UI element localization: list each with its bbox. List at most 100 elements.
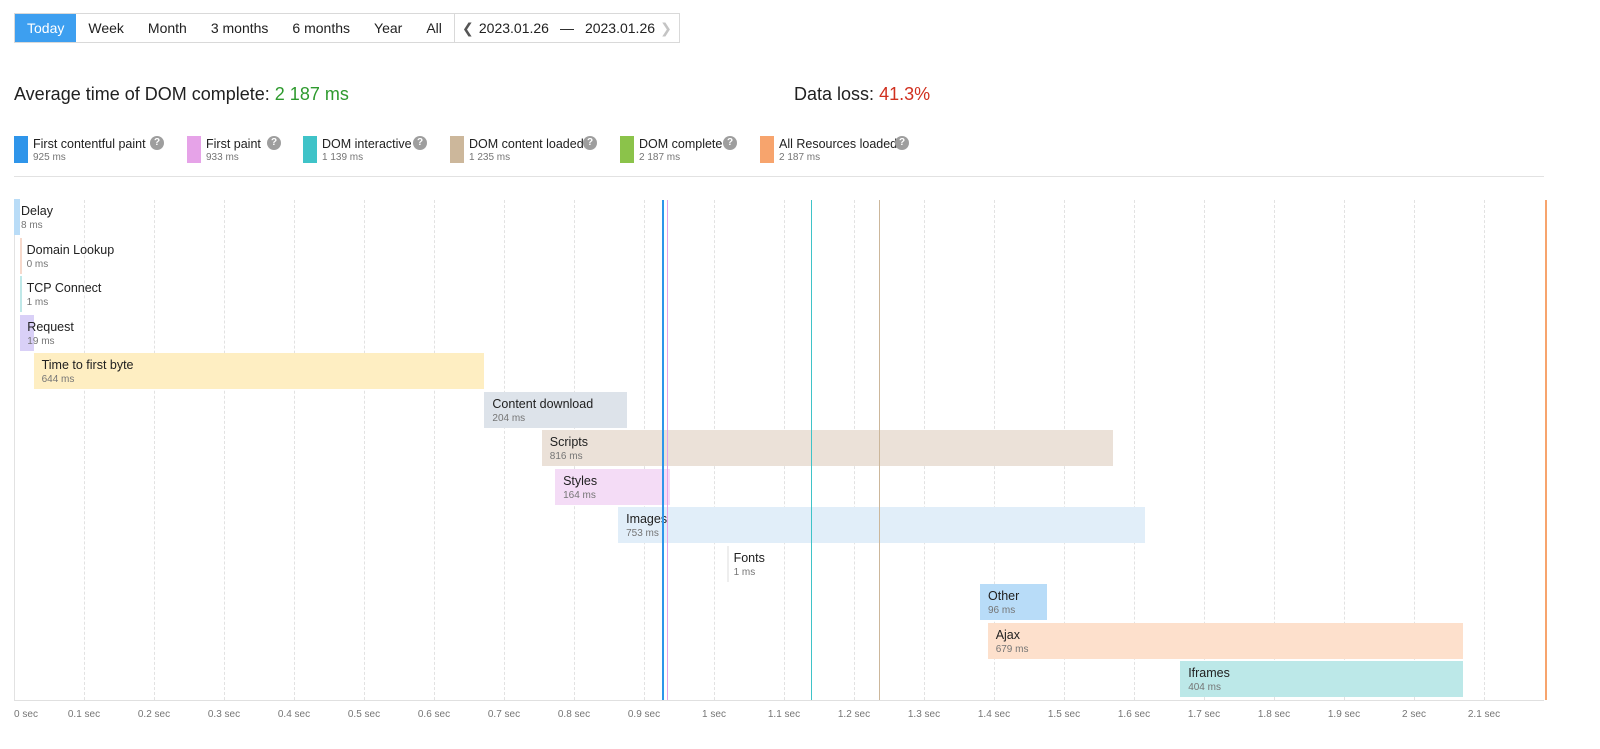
period-today-button[interactable]: Today bbox=[15, 14, 77, 42]
phase-duration: 164 ms bbox=[563, 489, 596, 501]
phase-duration: 204 ms bbox=[492, 412, 526, 424]
date-to[interactable]: 2023.01.26 bbox=[584, 20, 656, 36]
phase-bar-images[interactable] bbox=[618, 507, 1146, 543]
period-6-months-button[interactable]: 6 months bbox=[292, 20, 351, 36]
phase-duration: 8 ms bbox=[21, 220, 43, 231]
phase-label: Fonts 1 ms bbox=[734, 551, 765, 579]
grid-line bbox=[84, 200, 85, 700]
marker-all-resources-loaded bbox=[1544, 200, 1547, 700]
phase-bar-tcp-connect[interactable] bbox=[19, 276, 22, 312]
phase-label: Images 753 ms bbox=[626, 512, 667, 540]
period-all-button[interactable]: All bbox=[426, 20, 442, 36]
grid-line bbox=[434, 200, 435, 700]
phase-name: TCP Connect bbox=[26, 281, 102, 295]
grid-line bbox=[714, 200, 715, 700]
phase-label: Iframes 404 ms bbox=[1188, 666, 1230, 694]
phase-label: Request 19 ms bbox=[27, 320, 74, 348]
legend-swatch bbox=[187, 136, 201, 163]
phase-name: Images bbox=[626, 512, 668, 526]
grid-line bbox=[154, 200, 155, 700]
period-week-button[interactable]: Week bbox=[88, 20, 124, 36]
x-axis-line bbox=[14, 700, 1544, 701]
phase-duration: 19 ms bbox=[27, 335, 55, 347]
grid-line bbox=[1414, 200, 1415, 700]
legend-swatch bbox=[14, 136, 28, 163]
x-tick-label: 0.8 sec bbox=[557, 709, 591, 720]
legend-value: 1 139 ms bbox=[322, 152, 364, 163]
phase-label: Time to first byte 644 ms bbox=[42, 358, 134, 386]
x-tick-label: 0.7 sec bbox=[487, 709, 521, 720]
marker-first-contentful-paint bbox=[661, 200, 664, 700]
phase-label: Scripts 816 ms bbox=[550, 435, 588, 463]
help-icon[interactable]: ? bbox=[150, 136, 164, 150]
phase-label: Styles 164 ms bbox=[563, 474, 597, 502]
x-tick-label: 1.6 sec bbox=[1117, 709, 1151, 720]
legend-value: 2 187 ms bbox=[779, 152, 821, 163]
x-tick-label: 0.1 sec bbox=[67, 709, 101, 720]
grid-line bbox=[644, 200, 645, 700]
grid-line bbox=[1344, 200, 1345, 700]
x-tick-label: 1.5 sec bbox=[1047, 709, 1081, 720]
legend-value: 925 ms bbox=[33, 152, 66, 163]
grid-line bbox=[784, 200, 785, 700]
help-icon[interactable]: ? bbox=[413, 136, 427, 150]
help-icon[interactable]: ? bbox=[895, 136, 909, 150]
phase-name: Domain Lookup bbox=[26, 242, 115, 257]
x-tick-label: 1.9 sec bbox=[1327, 709, 1361, 720]
legend-name: DOM complete bbox=[639, 137, 723, 151]
grid-line bbox=[994, 200, 995, 700]
phase-label: Other 96 ms bbox=[988, 589, 1019, 617]
grid-line bbox=[1134, 200, 1135, 700]
grid-line bbox=[1204, 200, 1205, 700]
data-loss-label: Data loss: bbox=[794, 84, 875, 104]
chevron-left-icon[interactable]: ❮ bbox=[462, 19, 474, 36]
avg-dom-complete: Average time of DOM complete: 2 187 ms bbox=[14, 84, 349, 105]
phase-name: Iframes bbox=[1188, 666, 1230, 680]
legend-name: First contentful paint bbox=[33, 137, 146, 151]
data-loss-value: 41.3% bbox=[879, 84, 931, 104]
x-tick-label: 1.8 sec bbox=[1257, 709, 1291, 720]
marker-dom-interactive bbox=[811, 200, 813, 700]
period-year-button[interactable]: Year bbox=[374, 20, 403, 36]
legend-value: 933 ms bbox=[206, 152, 239, 163]
phase-label: Content download 204 ms bbox=[492, 397, 593, 425]
grid-line bbox=[294, 200, 295, 700]
date-separator: — bbox=[559, 20, 574, 36]
help-icon[interactable]: ? bbox=[267, 136, 281, 150]
x-tick-label: 1.2 sec bbox=[837, 709, 871, 720]
grid-line bbox=[14, 200, 15, 700]
period-selector: Today Week Month 3 months 6 months Year … bbox=[14, 13, 681, 43]
legend-name: All Resources loaded bbox=[779, 137, 898, 151]
phase-bar-scripts[interactable] bbox=[541, 430, 1113, 466]
x-tick-label: 1 sec bbox=[702, 709, 726, 720]
phase-bar-ajax[interactable] bbox=[987, 622, 1463, 659]
date-from[interactable]: 2023.01.26 bbox=[478, 20, 549, 36]
phase-name: Ajax bbox=[995, 627, 1021, 642]
avg-dom-complete-value: 2 187 ms bbox=[274, 84, 349, 104]
phase-bar-domain-lookup[interactable] bbox=[19, 237, 22, 274]
grid-line bbox=[1484, 200, 1485, 700]
grid-line bbox=[924, 200, 925, 700]
x-tick-label: 1.1 sec bbox=[767, 709, 801, 720]
phase-label: Delay 8 ms bbox=[21, 204, 53, 232]
x-tick-label: 1.4 sec bbox=[977, 709, 1011, 720]
help-icon[interactable]: ? bbox=[723, 136, 737, 150]
phase-bar-fonts[interactable] bbox=[726, 545, 729, 582]
phase-name: Fonts bbox=[733, 550, 765, 565]
legend-value: 1 235 ms bbox=[469, 152, 511, 163]
phase-duration: 753 ms bbox=[626, 528, 659, 539]
period-month-button[interactable]: Month bbox=[147, 20, 187, 36]
phase-name: Scripts bbox=[549, 435, 588, 449]
date-range[interactable]: ❮ 2023.01.26 — 2023.01.26 ❯ bbox=[453, 14, 679, 42]
phase-duration: 816 ms bbox=[549, 451, 583, 462]
help-icon[interactable]: ? bbox=[583, 136, 597, 150]
x-tick-label: 1.3 sec bbox=[907, 709, 941, 720]
period-3-months-button[interactable]: 3 months bbox=[210, 20, 269, 36]
phase-bar-delay[interactable] bbox=[14, 199, 20, 235]
x-tick-label: 0.3 sec bbox=[207, 709, 241, 720]
legend-name: First paint bbox=[206, 137, 261, 151]
chevron-right-icon[interactable]: ❯ bbox=[660, 19, 672, 36]
x-tick-label: 2.1 sec bbox=[1467, 709, 1501, 720]
phase-name: Content download bbox=[492, 396, 594, 411]
